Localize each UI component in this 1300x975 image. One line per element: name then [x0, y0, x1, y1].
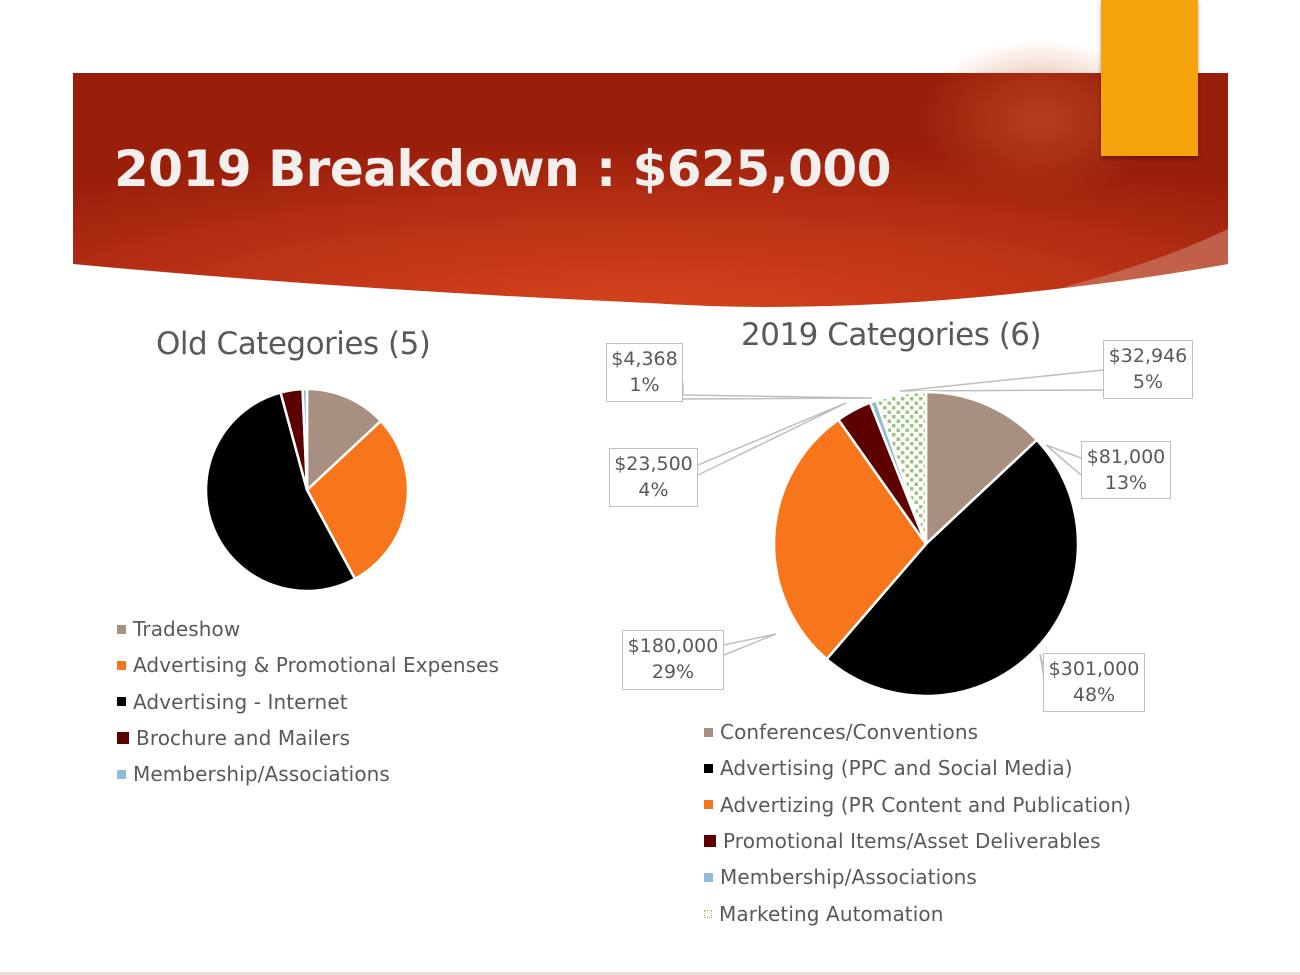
legend-item: Membership/Associations [117, 756, 499, 792]
title-banner [73, 0, 1228, 307]
data-label-amount: $23,500 [614, 453, 693, 475]
old-pie [204, 387, 410, 593]
data-label-membership: $4,368 1% [606, 343, 683, 402]
new-pie-slice-advertizing-pr-content-and-publication [772, 418, 928, 661]
old-pie-slice-tradeshow [305, 387, 383, 492]
leader-line-pr-content [723, 633, 777, 656]
data-label-amount: $301,000 [1048, 658, 1140, 680]
legend-label: Brochure and Mailers [136, 726, 351, 751]
legend-item: Advertising (PPC and Social Media) [704, 750, 1131, 786]
legend-item: Membership/Associations [704, 859, 1131, 895]
data-label-marketing-automation: $32,946 5% [1103, 340, 1193, 399]
new-chart-title: 2019 Categories (6) [741, 317, 1042, 353]
legend-swatch-icon [704, 872, 713, 882]
legend-swatch-icon [117, 624, 126, 634]
data-label-conferences: $81,000 13% [1081, 441, 1171, 499]
accent-tab [1101, 0, 1198, 156]
legend-swatch-icon [117, 697, 126, 707]
data-label-percent: 29% [651, 661, 695, 683]
new-pie-slice-advertising-ppc-and-social-media [825, 438, 1080, 698]
data-label-amount: $4,368 [611, 348, 678, 370]
legend-swatch-icon [704, 763, 713, 773]
legend-label: Tradeshow [133, 617, 241, 642]
leader-line-promotional [697, 402, 847, 476]
banner-swoosh [1060, 229, 1228, 288]
legend-item: Advertising & Promotional Expenses [117, 647, 499, 683]
legend-swatch-icon [704, 800, 713, 810]
legend-label: Conferences/Conventions [720, 720, 979, 745]
legend-label: Advertising & Promotional Expenses [133, 653, 500, 678]
legend-item: Brochure and Mailers [117, 720, 499, 756]
legend-item: Promotional Items/Asset Deliverables [704, 823, 1131, 859]
legend-label: Advertising (PPC and Social Media) [720, 756, 1073, 781]
legend-item: Conferences/Conventions [704, 714, 1131, 750]
legend-label: Membership/Associations [133, 762, 390, 787]
old-pie-slice-advertising-internet [204, 391, 357, 593]
data-label-promotional: $23,500 4% [609, 448, 698, 507]
new-pie-slice-conferences-conventions [924, 390, 1039, 546]
slide-title: 2019 Breakdown : $625,000 [114, 140, 892, 198]
data-label-percent: 13% [1104, 472, 1148, 494]
legend-swatch-icon [117, 660, 126, 670]
data-label-percent: 48% [1072, 684, 1116, 706]
old-chart-title: Old Categories (5) [156, 326, 431, 362]
new-pie-slice-marketing-automation [875, 390, 928, 546]
old-pie-slice-membership-associations [301, 387, 309, 492]
leader-line-marketing-automation [899, 369, 1104, 392]
legend-item: Advertizing (PR Content and Publication) [704, 787, 1131, 823]
slide-bottom-border [0, 972, 1300, 975]
data-label-pr-content: $180,000 29% [622, 630, 724, 690]
data-label-ppc-social: $301,000 48% [1043, 653, 1145, 712]
legend-swatch-icon [704, 909, 712, 918]
legend-swatch-icon [704, 727, 713, 737]
data-label-amount: $81,000 [1086, 446, 1166, 468]
legend-label: Advertising - Internet [133, 689, 348, 714]
legend-label: Membership/Associations [720, 865, 977, 890]
legend-swatch-icon [704, 835, 716, 848]
old-chart-legend: Tradeshow Advertising & Promotional Expe… [117, 611, 499, 792]
legend-swatch-icon [117, 732, 129, 745]
legend-label: Marketing Automation [719, 901, 944, 926]
old-pie-slice-advertising-promotional-expenses [305, 419, 410, 581]
legend-label: Promotional Items/Asset Deliverables [723, 829, 1101, 854]
legend-item: Advertising - Internet [117, 684, 499, 720]
legend-swatch-icon [117, 769, 126, 779]
leader-line-membership [682, 383, 873, 400]
banner-glow [920, 40, 1160, 200]
new-pie [772, 390, 1080, 698]
data-label-amount: $180,000 [627, 635, 719, 657]
legend-label: Advertizing (PR Content and Publication) [720, 792, 1132, 817]
data-label-percent: 1% [629, 374, 660, 396]
leader-lines [682, 369, 1104, 691]
legend-item: Marketing Automation [704, 895, 1131, 931]
legend-item: Tradeshow [117, 611, 499, 647]
data-label-percent: 4% [638, 479, 669, 501]
data-label-percent: 5% [1132, 371, 1164, 393]
data-label-amount: $32,946 [1108, 345, 1188, 367]
leader-line-conferences [1045, 444, 1082, 476]
new-chart-legend: Conferences/Conventions Advertising (PPC… [704, 714, 1131, 932]
